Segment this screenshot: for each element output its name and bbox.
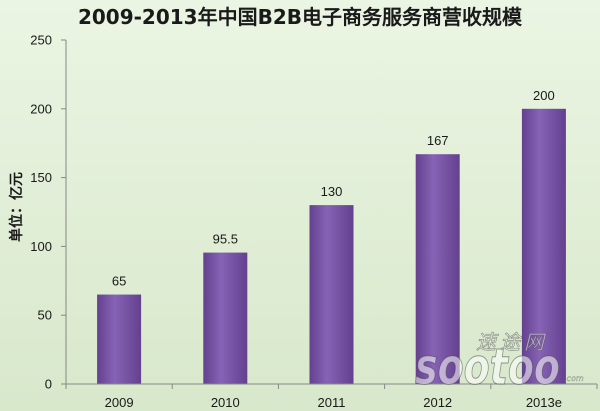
y-tick-label: 0 — [45, 377, 52, 392]
y-tick-label: 100 — [30, 239, 52, 254]
watermark-suffix: .com — [564, 374, 584, 383]
y-axis-label: 单位：亿元 — [8, 172, 25, 242]
data-label-2009: 65 — [112, 274, 126, 289]
y-tick-label: 150 — [30, 170, 52, 185]
plot-area: 65 2009 95.5 2010 130 2011 167 2012 200 2013e 0 50 1… — [30, 33, 598, 410]
y-tick-label: 50 — [38, 308, 52, 323]
y-tick-label: 250 — [30, 33, 52, 48]
bar-2011 — [309, 205, 354, 384]
data-label-2011: 130 — [321, 184, 343, 199]
bar-2009 — [97, 294, 142, 384]
y-tick-label: 200 — [30, 101, 52, 116]
chart-title: 2009-2013年中国B2B电子商务服务商营收规模 — [78, 5, 523, 29]
data-label-2013e: 200 — [533, 88, 555, 103]
watermark-cn: 速途网 — [476, 330, 548, 354]
bar-2012 — [415, 154, 460, 384]
x-tick-label-2009: 2009 — [105, 395, 134, 410]
watermark: 速途网 sootoo .com — [415, 330, 585, 397]
data-label-2010: 95.5 — [213, 232, 238, 247]
x-tick-label-2011: 2011 — [318, 395, 346, 410]
x-tick-label-2012: 2012 — [423, 395, 452, 410]
bar-2013e — [521, 108, 566, 385]
x-tick-label-2013e: 2013e — [526, 395, 562, 410]
watermark-en: sootoo — [415, 338, 560, 396]
data-label-2012: 167 — [427, 133, 449, 148]
bar-2010 — [203, 252, 248, 384]
x-tick-label-2010: 2010 — [211, 395, 240, 410]
